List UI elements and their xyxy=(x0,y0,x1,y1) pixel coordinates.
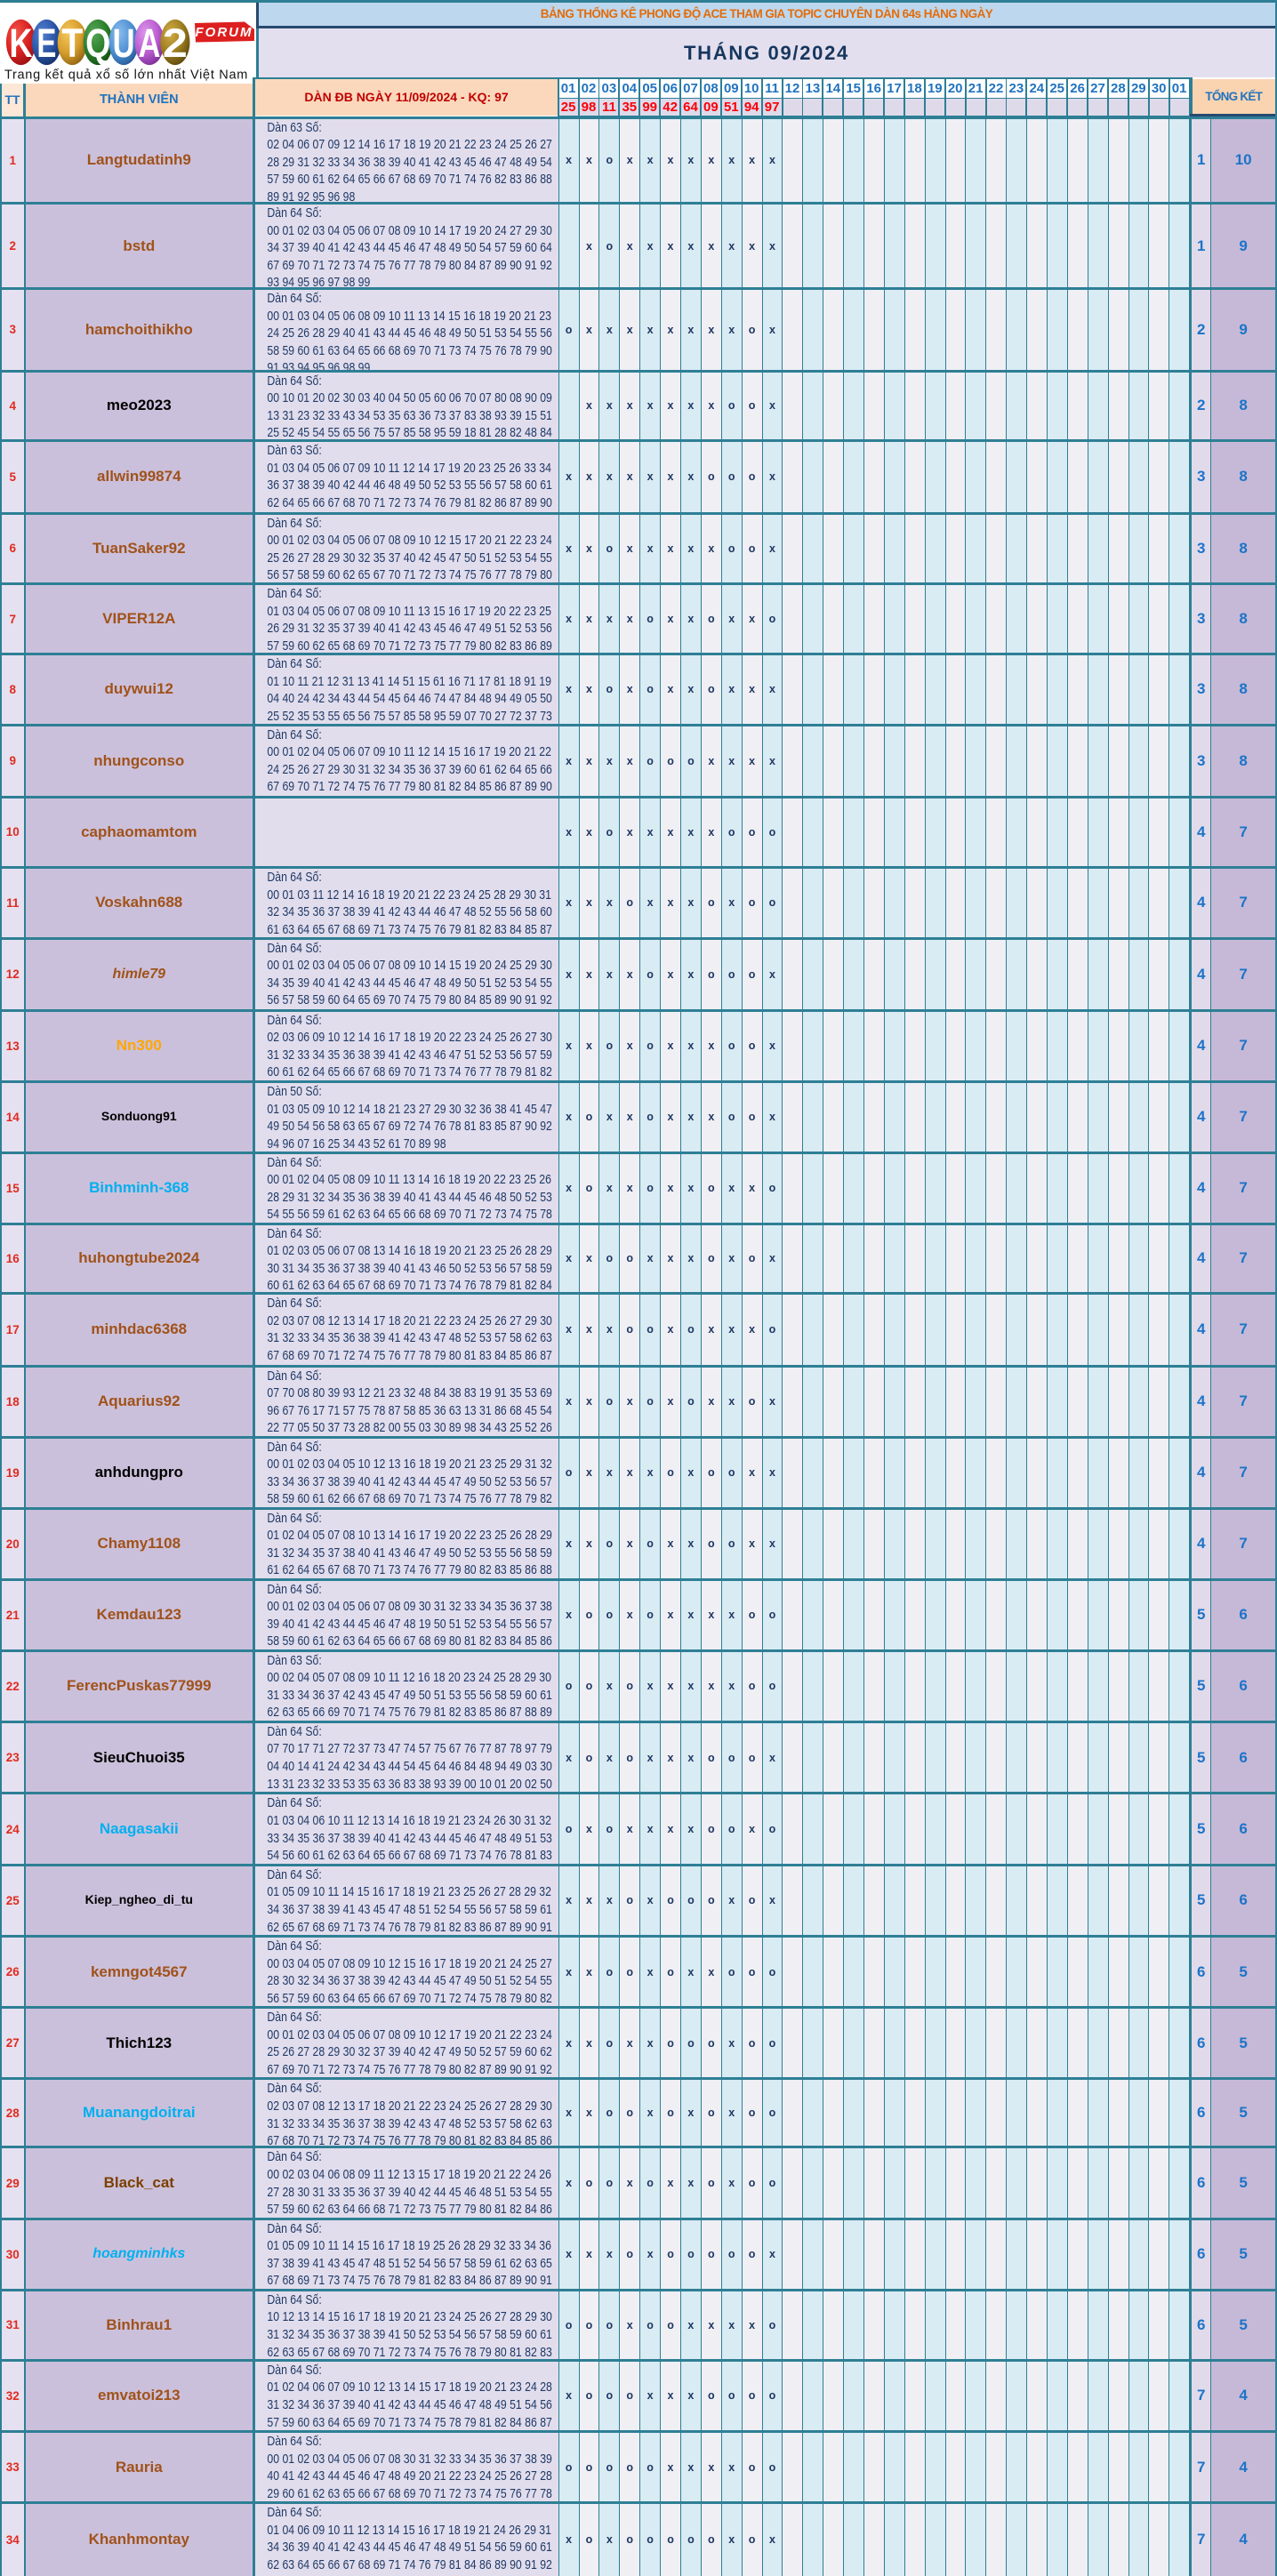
svg-text:K: K xyxy=(9,20,32,66)
svg-text:A: A xyxy=(138,20,160,66)
svg-text:Q: Q xyxy=(85,20,110,66)
svg-text:2: 2 xyxy=(162,20,187,66)
svg-text:FORUM: FORUM xyxy=(195,25,253,40)
svg-text:U: U xyxy=(112,20,134,66)
svg-text:E: E xyxy=(36,20,56,66)
svg-text:T: T xyxy=(61,20,83,66)
svg-text:Trang kết quả xổ số lớn nhất V: Trang kết quả xổ số lớn nhất Việt Nam xyxy=(4,68,248,82)
